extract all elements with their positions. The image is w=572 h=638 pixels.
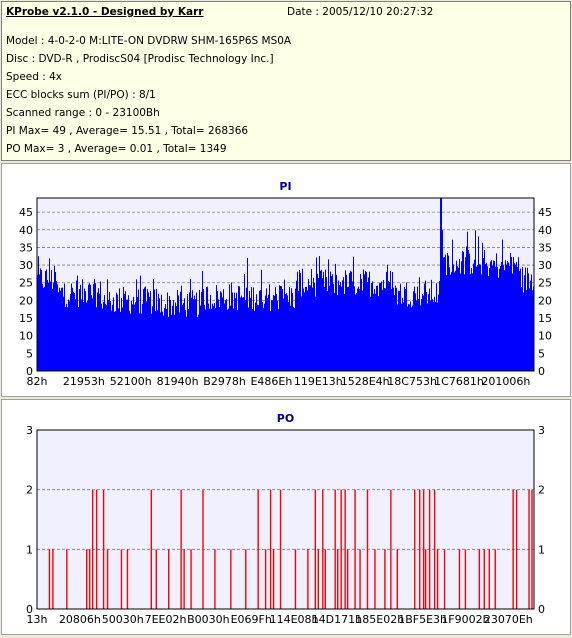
model-line: Model : 4-0-2-0 M:LITE-ON DVDRW SHM-165P… [6, 35, 292, 47]
po-ytick-right: 0 [538, 603, 545, 616]
disc-line: Disc : DVD-R , ProdiscS04 [Prodisc Techn… [6, 53, 274, 65]
pi-chart: 0 0 5 5 10 10 15 15 20 20 25 25 30 30 35 35 40 40 45 45 PI 82… [19, 180, 552, 388]
pi-ytick-left: 5 [26, 347, 33, 360]
po-plot-frame [36, 429, 535, 610]
po-xtick-label: 1BF5E3h [398, 613, 447, 626]
pi-ytick-left: 30 [19, 259, 33, 272]
pi-ytick-left: 0 [26, 365, 33, 378]
pi-xtick-label: 1C7681h [434, 375, 484, 388]
pi-xtick-label: 21953h [63, 375, 105, 388]
pi-stats-line: PI Max= 49 , Average= 15.51 , Total= 268… [6, 125, 249, 137]
po-xtick-label: 185E02h [355, 613, 404, 626]
pi-ytick-right: 25 [538, 277, 552, 290]
pi-ytick-right: 30 [538, 259, 552, 272]
pi-xtick-label: 81940h [157, 375, 199, 388]
po-title: PO [277, 412, 294, 425]
pi-xtick-label: 18C753h [387, 375, 437, 388]
pi-ytick-right: 15 [538, 312, 552, 325]
pi-ytick-left: 10 [19, 330, 33, 343]
pi-xtick-label: 82h [27, 375, 48, 388]
pi-ytick-right: 0 [538, 365, 545, 378]
pi-ytick-left: 25 [19, 277, 33, 290]
pi-ytick-right: 5 [538, 347, 545, 360]
pi-plot-frame [36, 197, 535, 372]
pi-ytick-right: 10 [538, 330, 552, 343]
pi-title: PI [279, 180, 291, 193]
pi-ytick-left: 45 [19, 206, 33, 219]
pi-ytick-left: 40 [19, 224, 33, 237]
pi-xtick-label: 119E13h [294, 375, 343, 388]
po-xtick-label: 14D171h [312, 613, 362, 626]
range-line: Scanned range : 0 - 23100Bh [6, 107, 160, 119]
ecc-line: ECC blocks sum (PI/PO) : 8/1 [6, 89, 156, 101]
scan-date: Date : 2005/12/10 20:27:32 [287, 6, 434, 18]
app-title: KProbe v2.1.0 - Designed by Karr [6, 6, 204, 18]
po-ytick-right: 1 [538, 543, 545, 556]
po-ytick-left: 1 [26, 543, 33, 556]
pi-xtick-label: 201006h [481, 375, 530, 388]
pi-ytick-right: 45 [538, 206, 552, 219]
po-xtick-label: 114E08h [270, 613, 319, 626]
po-chart-panel: 0 0 1 1 2 2 3 3 PO 13h 20806h 50030h 7EE02h B0030h E06… [1, 399, 571, 635]
pi-xtick-label: 52100h [110, 375, 152, 388]
po-stats-line: PO Max= 3 , Average= 0.01 , Total= 1349 [6, 143, 227, 155]
po-xtick-label: 20806h [59, 613, 101, 626]
pi-ytick-left: 35 [19, 241, 33, 254]
pi-ytick-right: 35 [538, 241, 552, 254]
pi-ytick-right: 40 [538, 224, 552, 237]
po-xtick-label: 7EE02h [145, 613, 187, 626]
po-plot-area [36, 429, 535, 610]
pi-ytick-left: 20 [19, 294, 33, 307]
po-xtick-label: 13h [27, 613, 48, 626]
pi-chart-panel: 0 0 5 5 10 10 15 15 20 20 25 25 30 30 35 35 40 40 45 45 PI 82… [1, 163, 571, 397]
po-xtick-label: 1F9002h [441, 613, 489, 626]
pi-xtick-label: E486Eh [250, 375, 292, 388]
po-chart: 0 0 1 1 2 2 3 3 PO 13h 20806h 50030h 7EE02h B0030h E06… [26, 412, 545, 626]
po-xtick-label: E069Fh [231, 613, 272, 626]
po-ytick-right: 2 [538, 484, 545, 497]
pi-xtick-label: B2978h [203, 375, 246, 388]
pi-ytick-left: 15 [19, 312, 33, 325]
speed-line: Speed : 4x [6, 71, 63, 83]
po-ytick-left: 3 [26, 424, 33, 437]
po-ytick-left: 2 [26, 484, 33, 497]
po-xtick-label: B0030h [187, 613, 230, 626]
po-xtick-label: 50030h [102, 613, 144, 626]
po-ytick-right: 3 [538, 424, 545, 437]
info-panel: KProbe v2.1.0 - Designed by Karr Date : … [1, 1, 571, 161]
po-ytick-left: 0 [26, 603, 33, 616]
pi-xtick-label: 1528E4h [341, 375, 390, 388]
pi-ytick-right: 20 [538, 294, 552, 307]
po-xtick-label: 23070Eh [484, 613, 533, 626]
